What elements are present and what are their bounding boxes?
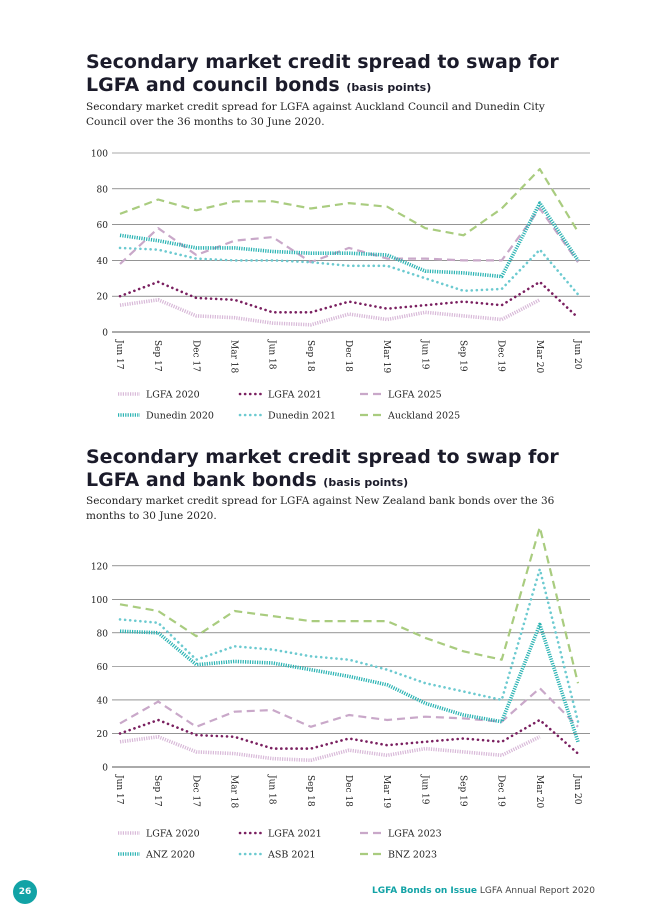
- chart1-ytick-label: 100: [91, 150, 108, 160]
- chart2-ytick-label: 60: [97, 663, 109, 673]
- chart2-xtick-label: Jun 19: [419, 774, 429, 805]
- chart2-series-line-2: [118, 718, 580, 755]
- chart2-series-line-6: [119, 526, 580, 684]
- chart1-legend-label: Dunedin 2020: [146, 411, 214, 422]
- chart2-xtick-label: Jun 20: [572, 774, 582, 805]
- chart2-ytick-label: 120: [91, 562, 108, 572]
- chart2-xtick-label: Sep 18: [305, 775, 315, 807]
- chart2-xtick-label: Sep 19: [458, 775, 468, 807]
- chart2-xtick-label: Sep 17: [152, 775, 162, 807]
- chart1-ytick-label: 60: [97, 221, 109, 231]
- chart2-ytick-label: 20: [97, 730, 109, 740]
- chart1-xtick-label: Jun 20: [572, 339, 582, 370]
- chart1-xtick-label: Dec 18: [343, 340, 353, 372]
- chart1-xtick-label: Mar 19: [381, 340, 391, 373]
- chart1-series-line-4: [119, 201, 580, 279]
- chart1-xtick-label: Dec 17: [190, 340, 200, 372]
- chart1-xtick-label: Dec 19: [496, 340, 506, 372]
- footer-text: LGFA Bonds on Issue LGFA Annual Report 2…: [372, 886, 595, 896]
- chart2: 0 20 40 60 80 100 120 Jun 17 Sep 17 Dec 17 Mar 18 J…: [91, 526, 590, 861]
- chart2-xtick-label: Jun 17: [114, 774, 124, 805]
- chart1-legend-label: LGFA 2025: [388, 390, 442, 401]
- chart1-title-unit: (basis points): [346, 81, 432, 94]
- chart2-legend-label: LGFA 2020: [146, 829, 200, 840]
- chart2-xtick-label: Mar 20: [534, 775, 544, 808]
- chart1-xtick-label: Sep 18: [305, 340, 315, 372]
- chart1-ytick-label: 0: [102, 329, 108, 339]
- chart1-ytick-label: 80: [97, 185, 109, 195]
- footer-section: LGFA Bonds on Issue: [371, 886, 478, 896]
- chart2-xtick-label: Dec 17: [190, 775, 200, 807]
- chart1-ytick-label: 20: [97, 293, 109, 303]
- chart2-legend-label: ASB 2021: [267, 850, 316, 861]
- chart1-legend-label: Auckland 2025: [387, 411, 460, 422]
- chart1-series-line-5: [118, 246, 580, 296]
- chart2-subtitle: Secondary market credit spread for LGFA …: [86, 495, 555, 522]
- footer-report: LGFA Annual Report 2020: [479, 886, 595, 896]
- chart2-series-line-3: [119, 687, 579, 728]
- chart2-legend-label: LGFA 2023: [388, 829, 442, 840]
- chart1-xtick-label: Mar 18: [229, 340, 239, 373]
- chart1-series-line-2: [118, 280, 580, 319]
- chart1-xtick-label: Mar 20: [534, 340, 544, 373]
- page-number-badge: 26: [13, 880, 37, 904]
- chart1-xtick-label: Sep 17: [152, 340, 162, 372]
- chart2-xtick-label: Mar 19: [381, 775, 391, 808]
- chart1-subtitle: Secondary market credit spread for LGFA …: [86, 101, 545, 128]
- chart1-ytick-label: 40: [97, 257, 109, 267]
- chart1-legend-label: LGFA 2020: [146, 390, 200, 401]
- chart1-xtick-label: Jun 19: [419, 339, 429, 370]
- chart2-xtick-label: Mar 18: [229, 775, 239, 808]
- chart2-title-unit: (basis points): [323, 476, 409, 489]
- chart2-series-line-5: [118, 567, 580, 723]
- chart2-legend-label: LGFA 2021: [268, 829, 322, 840]
- chart2-ytick-label: 0: [102, 764, 108, 774]
- chart1-xtick-label: Jun 18: [267, 339, 277, 370]
- chart2-ytick-label: 100: [91, 596, 108, 606]
- chart1-legend-label: LGFA 2021: [268, 390, 322, 401]
- chart2-xtick-label: Jun 18: [267, 774, 277, 805]
- chart2-series-line-1: [119, 735, 541, 763]
- chart2-legend-label: ANZ 2020: [145, 850, 195, 861]
- chart2-ytick-label: 40: [97, 696, 109, 706]
- chart2-ytick-label: 80: [97, 629, 109, 639]
- chart2-series-line-4: [119, 622, 580, 743]
- chart1-series-line-6: [119, 168, 579, 237]
- chart2-xtick-label: Dec 18: [343, 775, 353, 807]
- chart1-xtick-label: Sep 19: [458, 340, 468, 372]
- chart1-title: Secondary market credit spread to swap f…: [86, 51, 559, 96]
- chart1-legend-label: Dunedin 2021: [268, 411, 336, 422]
- chart1-series-line-1: [119, 298, 541, 327]
- chart2-xtick-label: Dec 19: [496, 775, 506, 807]
- chart2-title: Secondary market credit spread to swap f…: [86, 446, 559, 491]
- chart1-series-line-3: [119, 207, 579, 265]
- chart1-xtick-label: Jun 17: [114, 339, 124, 370]
- chart2-legend-label: BNZ 2023: [388, 850, 437, 861]
- chart1: 0 20 40 60 80 100 Jun 17 Sep 17 Dec 17 Mar 18 Jun …: [91, 150, 590, 422]
